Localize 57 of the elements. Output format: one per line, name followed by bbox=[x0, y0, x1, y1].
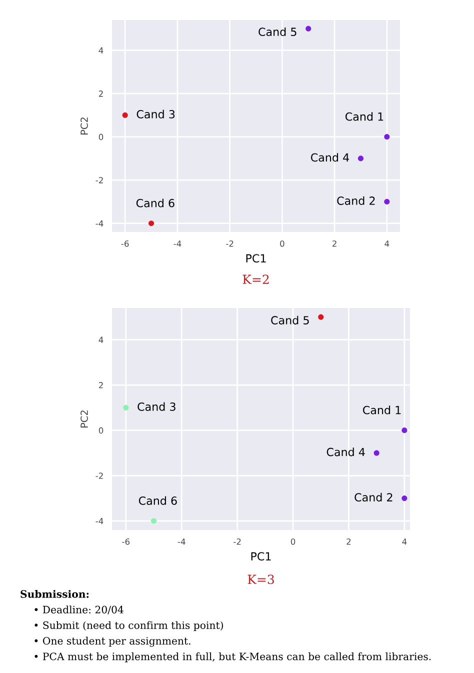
point bbox=[358, 156, 364, 162]
annotation: Cand 1 bbox=[345, 112, 384, 121]
y-tick-label: 0 bbox=[98, 427, 104, 434]
x-tick-label: -6 bbox=[122, 538, 130, 545]
annotation: Cand 3 bbox=[138, 402, 176, 411]
y-tick-label: 2 bbox=[98, 382, 103, 388]
x-tick-label: -2 bbox=[234, 538, 241, 545]
annotation: Cand 2 bbox=[354, 492, 392, 502]
x-tick-label: 4 bbox=[402, 538, 407, 545]
x-tick-label: -2 bbox=[226, 240, 234, 247]
annotation: Cand 6 bbox=[136, 198, 174, 208]
text: • PCA must be implemented in full, but K-Means can be called from libraries. bbox=[34, 652, 431, 662]
y-tick-label: 4 bbox=[98, 47, 104, 54]
annotation: Cand 6 bbox=[138, 496, 177, 505]
y-tick-label: 2 bbox=[98, 90, 103, 97]
x-tick-label: -4 bbox=[174, 240, 182, 247]
annotation: Cand 4 bbox=[326, 448, 365, 456]
y-tick-label: -4 bbox=[96, 220, 104, 227]
x-axis-title: PC1 bbox=[251, 552, 271, 561]
point bbox=[151, 518, 157, 524]
annotation: Cand 3 bbox=[136, 110, 175, 118]
point bbox=[122, 112, 128, 118]
annotation: Cand 2 bbox=[337, 196, 375, 205]
x-tick-label: -6 bbox=[121, 240, 129, 247]
point bbox=[402, 496, 408, 502]
text: • Submit (need to confirm this point) bbox=[34, 621, 223, 632]
point bbox=[123, 404, 129, 410]
annotation: Cand 5 bbox=[258, 27, 296, 36]
point bbox=[374, 450, 380, 456]
x-axis-title: PC1 bbox=[246, 254, 266, 263]
point bbox=[318, 314, 324, 320]
annotation: Cand 4 bbox=[310, 153, 349, 162]
y-tick-label: -2 bbox=[96, 177, 103, 184]
text: • One student per assignment. bbox=[34, 636, 190, 647]
x-tick-label: 0 bbox=[290, 538, 296, 545]
x-tick-label: 4 bbox=[384, 240, 390, 247]
point bbox=[384, 198, 390, 204]
y-tick-label: 0 bbox=[98, 134, 104, 140]
point bbox=[402, 428, 408, 434]
x-tick-label: -4 bbox=[178, 538, 186, 545]
x-tick-label: 2 bbox=[346, 538, 351, 545]
y-tick-label: 4 bbox=[98, 336, 104, 343]
text: • Deadline: 20/04 bbox=[34, 606, 124, 614]
annotation: Cand 5 bbox=[271, 316, 309, 324]
text: Submission: bbox=[20, 590, 89, 598]
y-tick-label: -2 bbox=[96, 472, 103, 479]
text: K=3 bbox=[248, 574, 274, 584]
y-axis-title: PC2 bbox=[80, 118, 88, 134]
point bbox=[148, 220, 154, 226]
y-axis-title: PC2 bbox=[80, 410, 88, 428]
x-tick-label: 2 bbox=[332, 240, 336, 247]
annotation: Cand 1 bbox=[363, 406, 401, 414]
text: K=2 bbox=[242, 274, 269, 284]
x-tick-label: 0 bbox=[280, 240, 284, 247]
y-tick-label: -4 bbox=[96, 518, 104, 524]
point bbox=[306, 26, 312, 32]
point bbox=[384, 134, 390, 140]
